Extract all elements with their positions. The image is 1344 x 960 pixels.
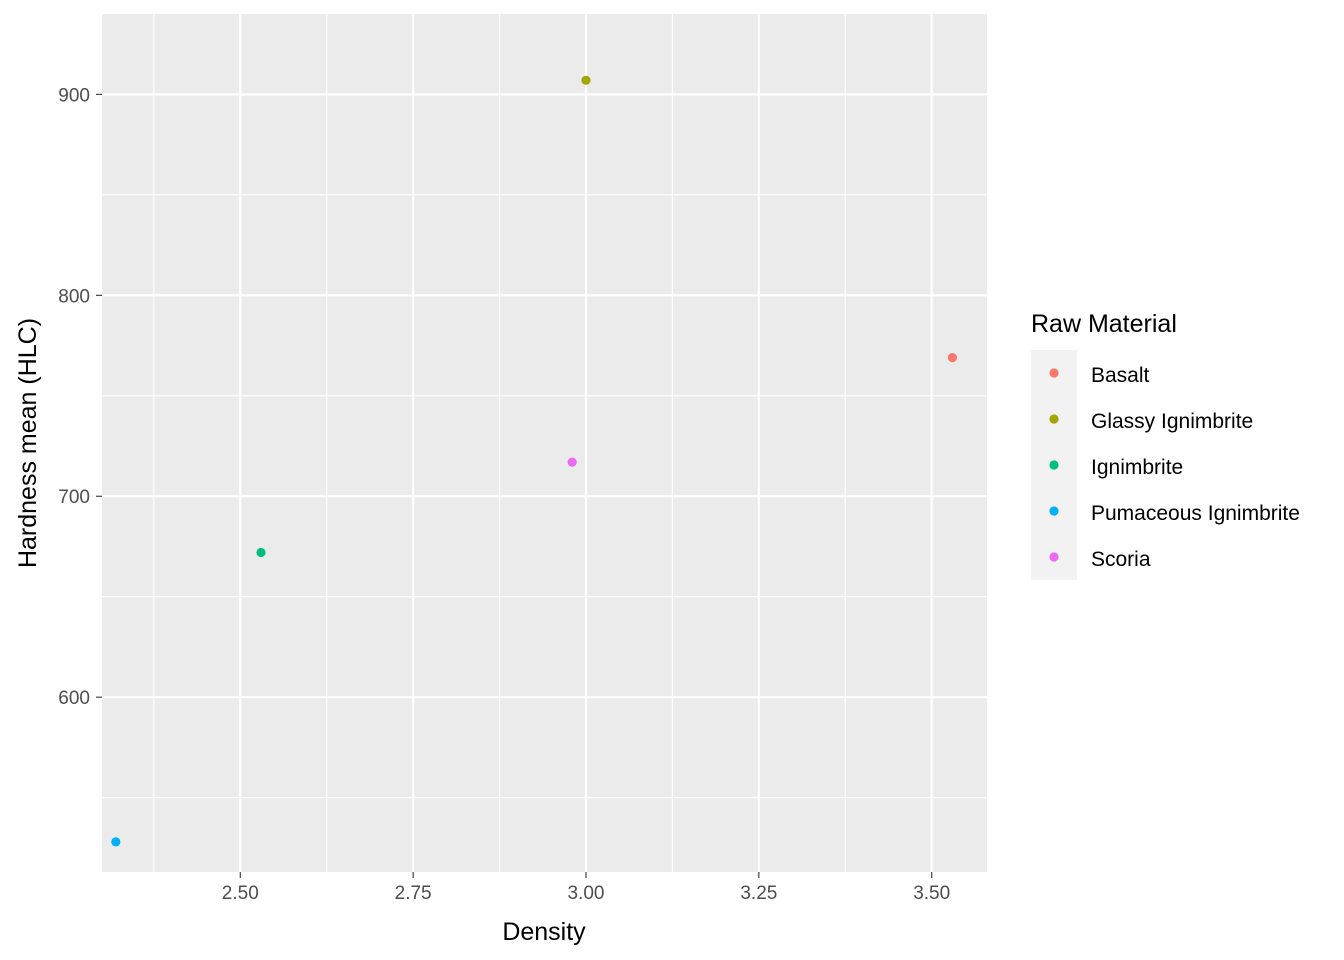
y-axis-ticks: 600 700 800 900	[58, 85, 102, 709]
x-axis-title: Density	[502, 918, 586, 946]
scatter-point	[947, 353, 958, 363]
legend-label: Glassy Ignimbrite	[1091, 410, 1253, 433]
scatter-point	[256, 547, 266, 558]
legend-title: Raw Material	[1031, 310, 1177, 338]
legend-key	[1049, 414, 1059, 424]
plot-panel	[102, 14, 987, 872]
scatter-point	[581, 75, 591, 85]
y-axis-title: Hardness mean (HLC)	[14, 318, 42, 568]
legend-key	[1049, 368, 1059, 378]
x-axis-ticks: 2.50 2.75 3.00 3.25 3.50	[222, 872, 950, 904]
x-tick-label: 2.75	[395, 883, 432, 904]
y-tick-label: 600	[58, 688, 90, 709]
legend-label: Basalt	[1091, 364, 1150, 387]
legend: Raw Material Basalt Glassy Ignimbrite Igni…	[1031, 310, 1300, 580]
legend-label: Scoria	[1091, 548, 1151, 571]
legend-items: Basalt Glassy Ignimbrite Ignimbrite Pumaceo…	[1049, 364, 1300, 571]
x-tick-label: 3.25	[740, 883, 777, 904]
legend-label: Pumaceous Ignimbrite	[1091, 502, 1300, 525]
x-tick-label: 2.50	[222, 883, 259, 904]
legend-key	[1049, 552, 1059, 562]
y-tick-label: 800	[58, 286, 90, 307]
legend-label: Ignimbrite	[1091, 456, 1183, 479]
x-tick-label: 3.00	[567, 883, 604, 904]
y-tick-label: 900	[58, 85, 90, 106]
legend-key	[1049, 460, 1059, 470]
scatter-point	[567, 457, 577, 467]
data-points	[111, 75, 958, 847]
minor-gridlines	[102, 14, 987, 872]
y-tick-label: 700	[58, 487, 90, 508]
scatter-point	[111, 837, 121, 847]
major-gridlines	[102, 14, 987, 872]
x-tick-label: 3.50	[913, 883, 950, 904]
legend-key	[1049, 506, 1059, 516]
